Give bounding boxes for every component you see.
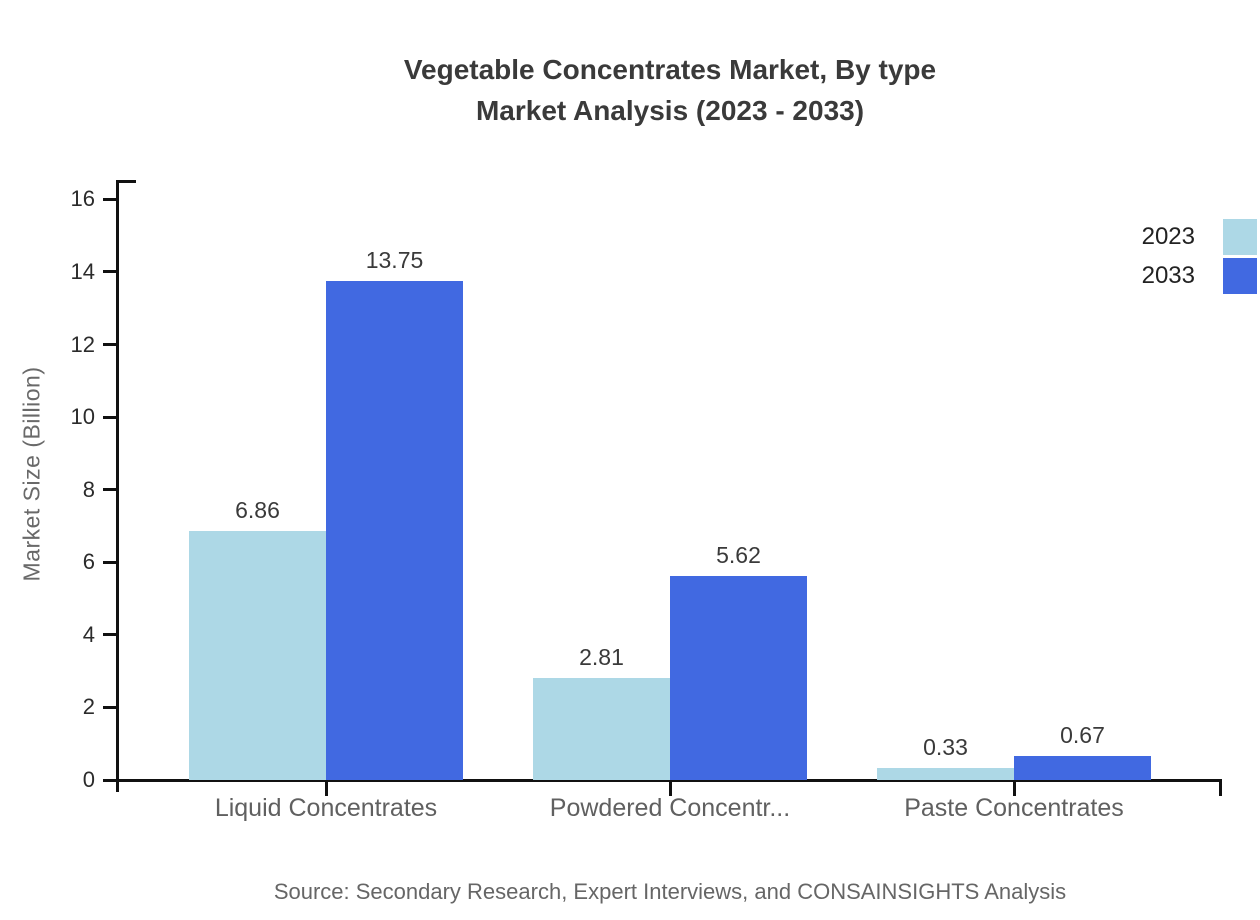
value-label-2033-paste-concentrates: 0.67 bbox=[1060, 721, 1105, 748]
legend-swatch-2033 bbox=[1223, 258, 1257, 294]
legend-label-2023: 2023 bbox=[1141, 223, 1195, 250]
y-tick-label-10: 10 bbox=[70, 404, 95, 430]
y-tick-8 bbox=[103, 488, 118, 492]
y-tick-6 bbox=[103, 560, 118, 564]
y-tick-label-14: 14 bbox=[70, 258, 95, 284]
chart-title-line-1: Vegetable Concentrates Market, By type bbox=[403, 54, 937, 85]
y-tick-label-0: 0 bbox=[82, 767, 95, 792]
bar-2023-paste-concentrates bbox=[877, 768, 1014, 780]
value-label-2033-powdered-concentr: 5.62 bbox=[716, 542, 761, 569]
y-tick-label-12: 12 bbox=[70, 331, 95, 357]
y-tick-14 bbox=[103, 270, 118, 274]
y-tick-4 bbox=[103, 633, 118, 637]
bar-2023-liquid-concentrates bbox=[189, 531, 326, 780]
legend-swatch-2023 bbox=[1223, 219, 1257, 255]
x-axis-line bbox=[103, 779, 1222, 782]
bar-2033-liquid-concentrates bbox=[326, 281, 463, 780]
y-tick-2 bbox=[103, 705, 118, 709]
x-tick-liquid-concentrates bbox=[324, 779, 328, 796]
source-note: Source: Secondary Research, Expert Inter… bbox=[273, 879, 1067, 904]
y-tick-label-16: 16 bbox=[70, 186, 95, 212]
chart-title-line-2: Market Analysis (2023 - 2033) bbox=[475, 95, 865, 126]
x-tick-paste-concentrates bbox=[1012, 779, 1016, 796]
category-label-paste-concentrates: Paste Concentrates bbox=[904, 794, 1124, 822]
bar-2023-powdered-concentr bbox=[533, 678, 670, 780]
y-tick-label-2: 2 bbox=[82, 694, 95, 720]
value-label-2023-powdered-concentr: 2.81 bbox=[579, 644, 624, 671]
y-tick-16 bbox=[103, 197, 118, 201]
x-tick-powdered-concentr bbox=[668, 779, 672, 796]
bar-2033-paste-concentrates bbox=[1014, 755, 1151, 780]
value-label-2023-paste-concentrates: 0.33 bbox=[923, 734, 968, 761]
legend-item-2033: 2033 bbox=[1142, 258, 1260, 294]
category-label-powdered-concentr: Powdered Concentr... bbox=[549, 794, 791, 822]
x-axis-end-tick bbox=[1219, 779, 1222, 796]
bar-2033-powdered-concentr bbox=[670, 576, 807, 780]
y-tick-label-4: 4 bbox=[82, 621, 95, 647]
legend-label-2033: 2033 bbox=[1141, 262, 1195, 289]
value-label-2033-liquid-concentrates: 13.75 bbox=[365, 247, 424, 273]
category-label-liquid-concentrates: Liquid Concentrates bbox=[214, 794, 438, 822]
chart-title: Vegetable Concentrates Market, By type M… bbox=[118, 49, 1222, 131]
y-axis-line bbox=[116, 180, 119, 792]
value-label-2023-liquid-concentrates: 6.86 bbox=[235, 497, 280, 524]
y-tick-label-6: 6 bbox=[82, 549, 95, 575]
legend-item-2023: 2023 bbox=[1142, 219, 1260, 255]
y-axis-top-cap bbox=[116, 180, 136, 183]
y-tick-10 bbox=[103, 415, 118, 419]
y-tick-12 bbox=[103, 343, 118, 347]
y-tick-label-8: 8 bbox=[82, 476, 95, 502]
legend: 2023 2033 bbox=[1142, 219, 1260, 294]
